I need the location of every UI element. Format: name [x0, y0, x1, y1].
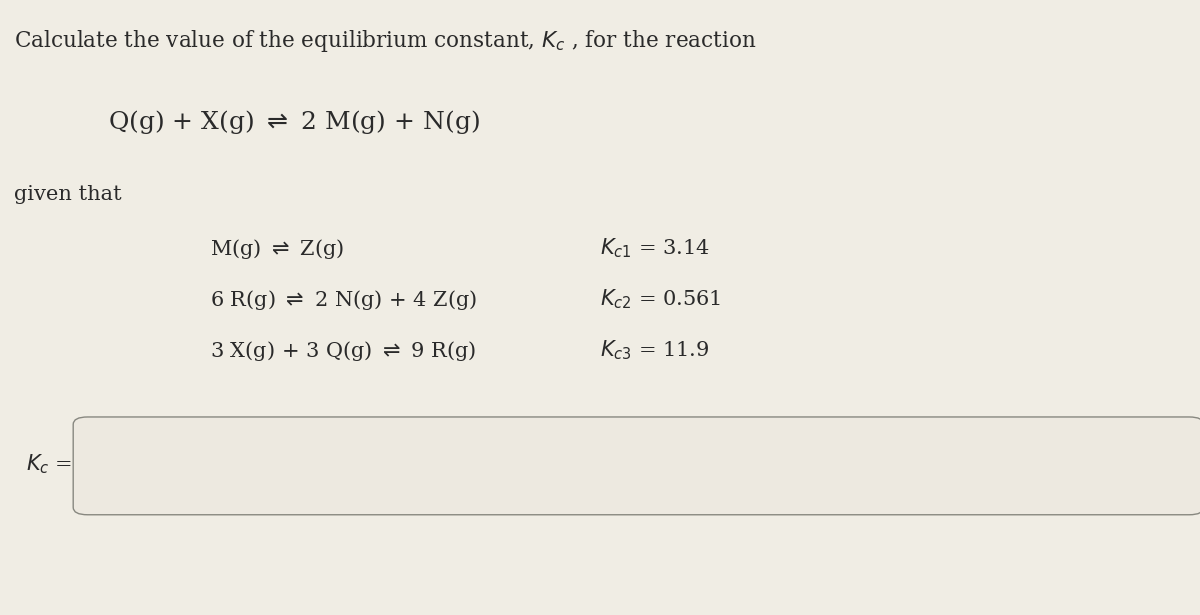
Text: $K_c$ =: $K_c$ =	[26, 453, 73, 476]
Text: $K_{c3}$ = 11.9: $K_{c3}$ = 11.9	[600, 339, 709, 362]
Text: Calculate the value of the equilibrium constant, $K_c$ , for the reaction: Calculate the value of the equilibrium c…	[14, 28, 757, 54]
Text: $K_{c1}$ = 3.14: $K_{c1}$ = 3.14	[600, 237, 710, 260]
Text: $K_{c2}$ = 0.561: $K_{c2}$ = 0.561	[600, 288, 721, 311]
Text: Q(g) + X(g) $\rightleftharpoons$ 2 M(g) + N(g): Q(g) + X(g) $\rightleftharpoons$ 2 M(g) …	[108, 108, 480, 136]
Text: 6 R(g) $\rightleftharpoons$ 2 N(g) + 4 Z(g): 6 R(g) $\rightleftharpoons$ 2 N(g) + 4 Z…	[210, 288, 478, 312]
FancyBboxPatch shape	[73, 417, 1200, 515]
Text: given that: given that	[14, 184, 122, 204]
Text: 3 X(g) + 3 Q(g) $\rightleftharpoons$ 9 R(g): 3 X(g) + 3 Q(g) $\rightleftharpoons$ 9 R…	[210, 339, 476, 363]
Text: M(g) $\rightleftharpoons$ Z(g): M(g) $\rightleftharpoons$ Z(g)	[210, 237, 344, 261]
